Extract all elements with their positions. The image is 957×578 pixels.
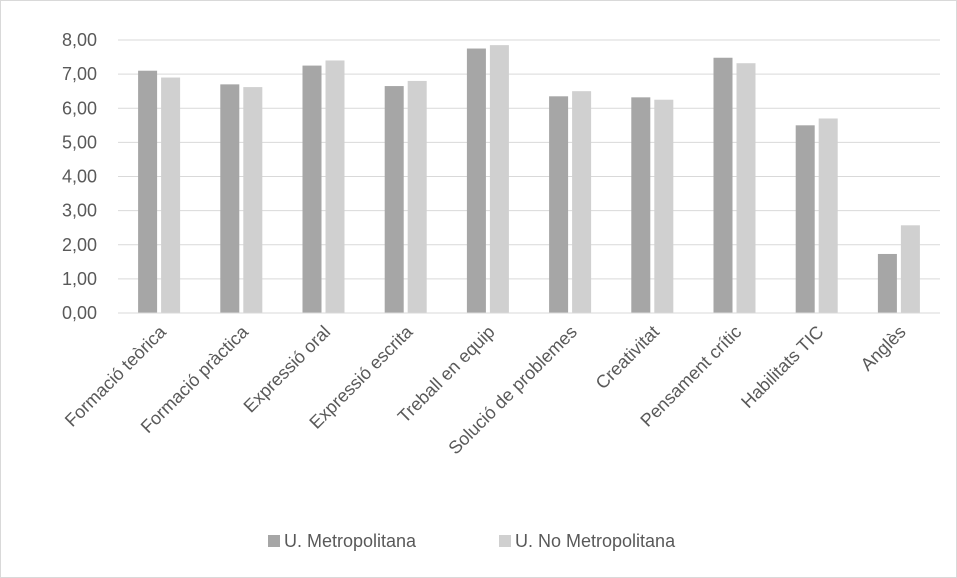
bar-u-no-metropolitana-habilitats-tic — [818, 118, 838, 313]
bar-u-metropolitana-formacio-teorica — [138, 70, 158, 314]
y-tick-label: 6,00 — [62, 98, 97, 118]
bar-u-no-metropolitana-expressio-escrita — [407, 80, 427, 313]
bar-u-metropolitana-treball-en-equip — [466, 48, 486, 313]
bar-u-metropolitana-angles — [877, 253, 897, 313]
y-axis-tick-labels: 0,00 1,00 2,00 3,00 4,00 5,00 6,00 7,00 8,00 — [62, 30, 97, 323]
y-tick-label: 3,00 — [62, 201, 97, 221]
x-tick-label-creativitat: Creativitat — [592, 322, 663, 393]
bars — [138, 45, 920, 314]
legend-swatch-u-no-metropolitana — [499, 535, 511, 547]
x-tick-label-habilitats-tic: Habilitats TIC — [737, 322, 827, 412]
y-tick-label: 0,00 — [62, 303, 97, 323]
bar-u-no-metropolitana-treball-en-equip — [489, 45, 509, 314]
y-tick-label: 4,00 — [62, 167, 97, 187]
legend-swatch-u-metropolitana — [268, 535, 280, 547]
bar-u-metropolitana-pensament-critic — [713, 57, 733, 314]
bar-u-metropolitana-creativitat — [631, 97, 651, 313]
bar-u-no-metropolitana-solucio-de-problemes — [572, 91, 592, 313]
bar-u-metropolitana-expressio-escrita — [384, 86, 404, 313]
bar-u-metropolitana-solucio-de-problemes — [549, 96, 569, 314]
x-tick-label-expressio-oral: Expressió oral — [240, 322, 335, 417]
legend-label-u-no-metropolitana: U. No Metropolitana — [515, 531, 676, 551]
gridlines — [118, 39, 940, 280]
y-tick-label: 5,00 — [62, 132, 97, 152]
y-tick-label: 2,00 — [62, 235, 97, 255]
bar-u-no-metropolitana-pensament-critic — [736, 63, 756, 313]
bar-u-metropolitana-expressio-oral — [302, 65, 322, 313]
bar-u-no-metropolitana-expressio-oral — [325, 60, 345, 313]
x-tick-label-angles: Anglès — [857, 322, 910, 375]
bar-u-metropolitana-habilitats-tic — [795, 125, 815, 313]
bar-u-no-metropolitana-creativitat — [654, 99, 674, 313]
y-tick-label: 8,00 — [62, 30, 97, 50]
bar-u-no-metropolitana-formacio-teorica — [161, 77, 181, 313]
bar-u-no-metropolitana-formacio-practica — [243, 87, 263, 313]
legend-label-u-metropolitana: U. Metropolitana — [284, 531, 417, 551]
legend: U. Metropolitana U. No Metropolitana — [268, 531, 676, 551]
bar-u-metropolitana-formacio-practica — [220, 84, 240, 313]
y-tick-label: 7,00 — [62, 64, 97, 84]
y-tick-label: 1,00 — [62, 269, 97, 289]
bar-u-no-metropolitana-angles — [900, 225, 920, 313]
